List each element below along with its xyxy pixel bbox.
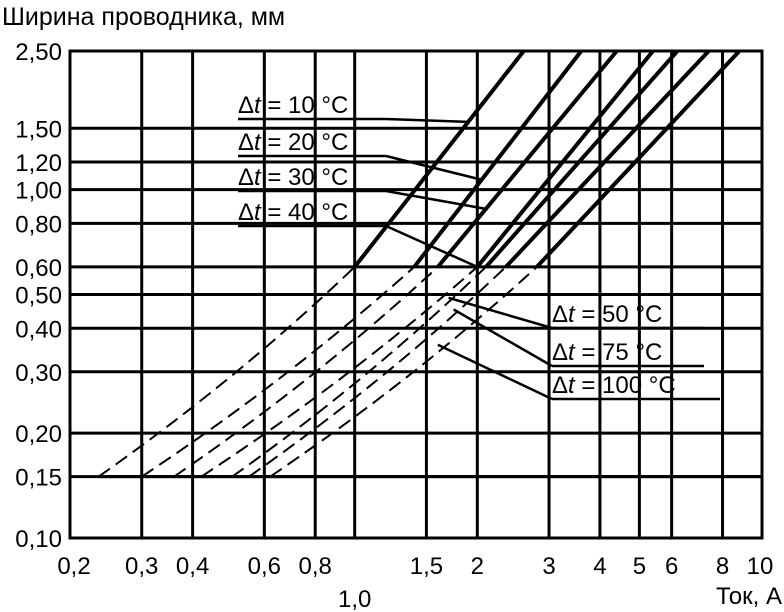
series-dashed-0 xyxy=(97,266,356,478)
series-solid-4 xyxy=(484,49,679,269)
y-tick-label-3: 0,30 xyxy=(15,360,62,387)
y-tick-label-11: 2,50 xyxy=(15,39,62,66)
x-tick-label-10: 5 xyxy=(633,553,646,580)
series-solid-6 xyxy=(535,49,741,269)
x-tick-label-0: 0,2 xyxy=(57,553,90,580)
x-tick-label-3: 0,6 xyxy=(248,553,281,580)
series-leader-1 xyxy=(385,154,482,181)
x-tick-label-7: 2 xyxy=(471,553,484,580)
series-label-0: Δt = 10 °C xyxy=(238,92,348,119)
x-tick-labels: 0,2 0,3 0,4 0,6 0,81,0 1,5 2 3 4 5 6 8 10 xyxy=(57,553,773,612)
x-tick-label-12: 8 xyxy=(716,553,729,580)
series-dashed-5 xyxy=(248,266,507,478)
x-tick-label-2: 0,4 xyxy=(176,553,209,580)
series-leader-2 xyxy=(385,189,487,211)
y-tick-label-2: 0,20 xyxy=(15,421,62,448)
series-dashed-2 xyxy=(173,266,439,478)
series-leader-0 xyxy=(385,117,469,124)
x-tick-label-4: 0,8 xyxy=(299,553,332,580)
series-label-1: Δt = 20 °C xyxy=(238,129,348,156)
y-tick-label-4: 0,40 xyxy=(15,316,62,343)
series-curves xyxy=(97,49,762,479)
x-tick-label-8: 3 xyxy=(542,553,555,580)
series-label-6: Δt = 100 °C xyxy=(552,372,676,399)
x-tick-label-13: 10 xyxy=(747,553,774,580)
series-label-4: Δt = 50 °C xyxy=(552,301,662,328)
y-tick-labels: 0,10 0,15 0,20 0,30 0,40 0,500,60 0,80 1,001,20… xyxy=(15,39,62,553)
series-solid-3 xyxy=(475,49,655,269)
series-leader-4 xyxy=(448,296,553,330)
y-tick-label-7: 0,80 xyxy=(15,211,62,238)
series-label-3: Δt = 40 °C xyxy=(238,199,348,226)
y-tick-label-5: 0,50 xyxy=(15,283,62,310)
series-leader-3 xyxy=(385,224,478,269)
y-tick-label-10: 1,50 xyxy=(15,116,62,143)
series-label-5: Δt = 75 °C xyxy=(552,339,662,366)
series-dashed-4 xyxy=(231,266,487,478)
x-tick-label-1: 0,3 xyxy=(125,553,158,580)
series-dashed-1 xyxy=(141,266,415,478)
chart-title: Ширина проводника, мм xyxy=(2,3,285,31)
series-dashed-3 xyxy=(200,266,478,478)
y-tick-label-8: 1,00 xyxy=(15,178,62,205)
x-tick-label-9: 4 xyxy=(593,553,606,580)
legend-leader-lines xyxy=(238,117,720,401)
x-tick-label-6: 1,5 xyxy=(410,553,443,580)
series-solid-5 xyxy=(504,49,711,269)
series-dashed-6 xyxy=(269,266,538,478)
y-tick-label-1: 0,15 xyxy=(15,465,62,492)
series-solid-0 xyxy=(353,49,526,269)
series-solid-2 xyxy=(436,49,619,269)
x-tick-label-11: 6 xyxy=(665,553,678,580)
y-tick-label-6: 0,60 xyxy=(15,255,62,282)
series-labels: Δt = 10 °C Δt = 20 °C Δt = 30 °C Δt = 40 °C… xyxy=(238,92,676,399)
series-leader-5 xyxy=(453,308,553,368)
series-solid-1 xyxy=(412,49,583,269)
series-label-2: Δt = 30 °C xyxy=(238,164,348,191)
x-axis-label: Ток, А xyxy=(716,583,782,610)
y-tick-label-0: 0,10 xyxy=(15,526,62,553)
series-leader-6 xyxy=(437,343,553,401)
x-tick-label-5: 1,0 xyxy=(338,586,371,612)
grid-lines xyxy=(68,49,764,540)
y-tick-label-9: 1,20 xyxy=(15,150,62,177)
